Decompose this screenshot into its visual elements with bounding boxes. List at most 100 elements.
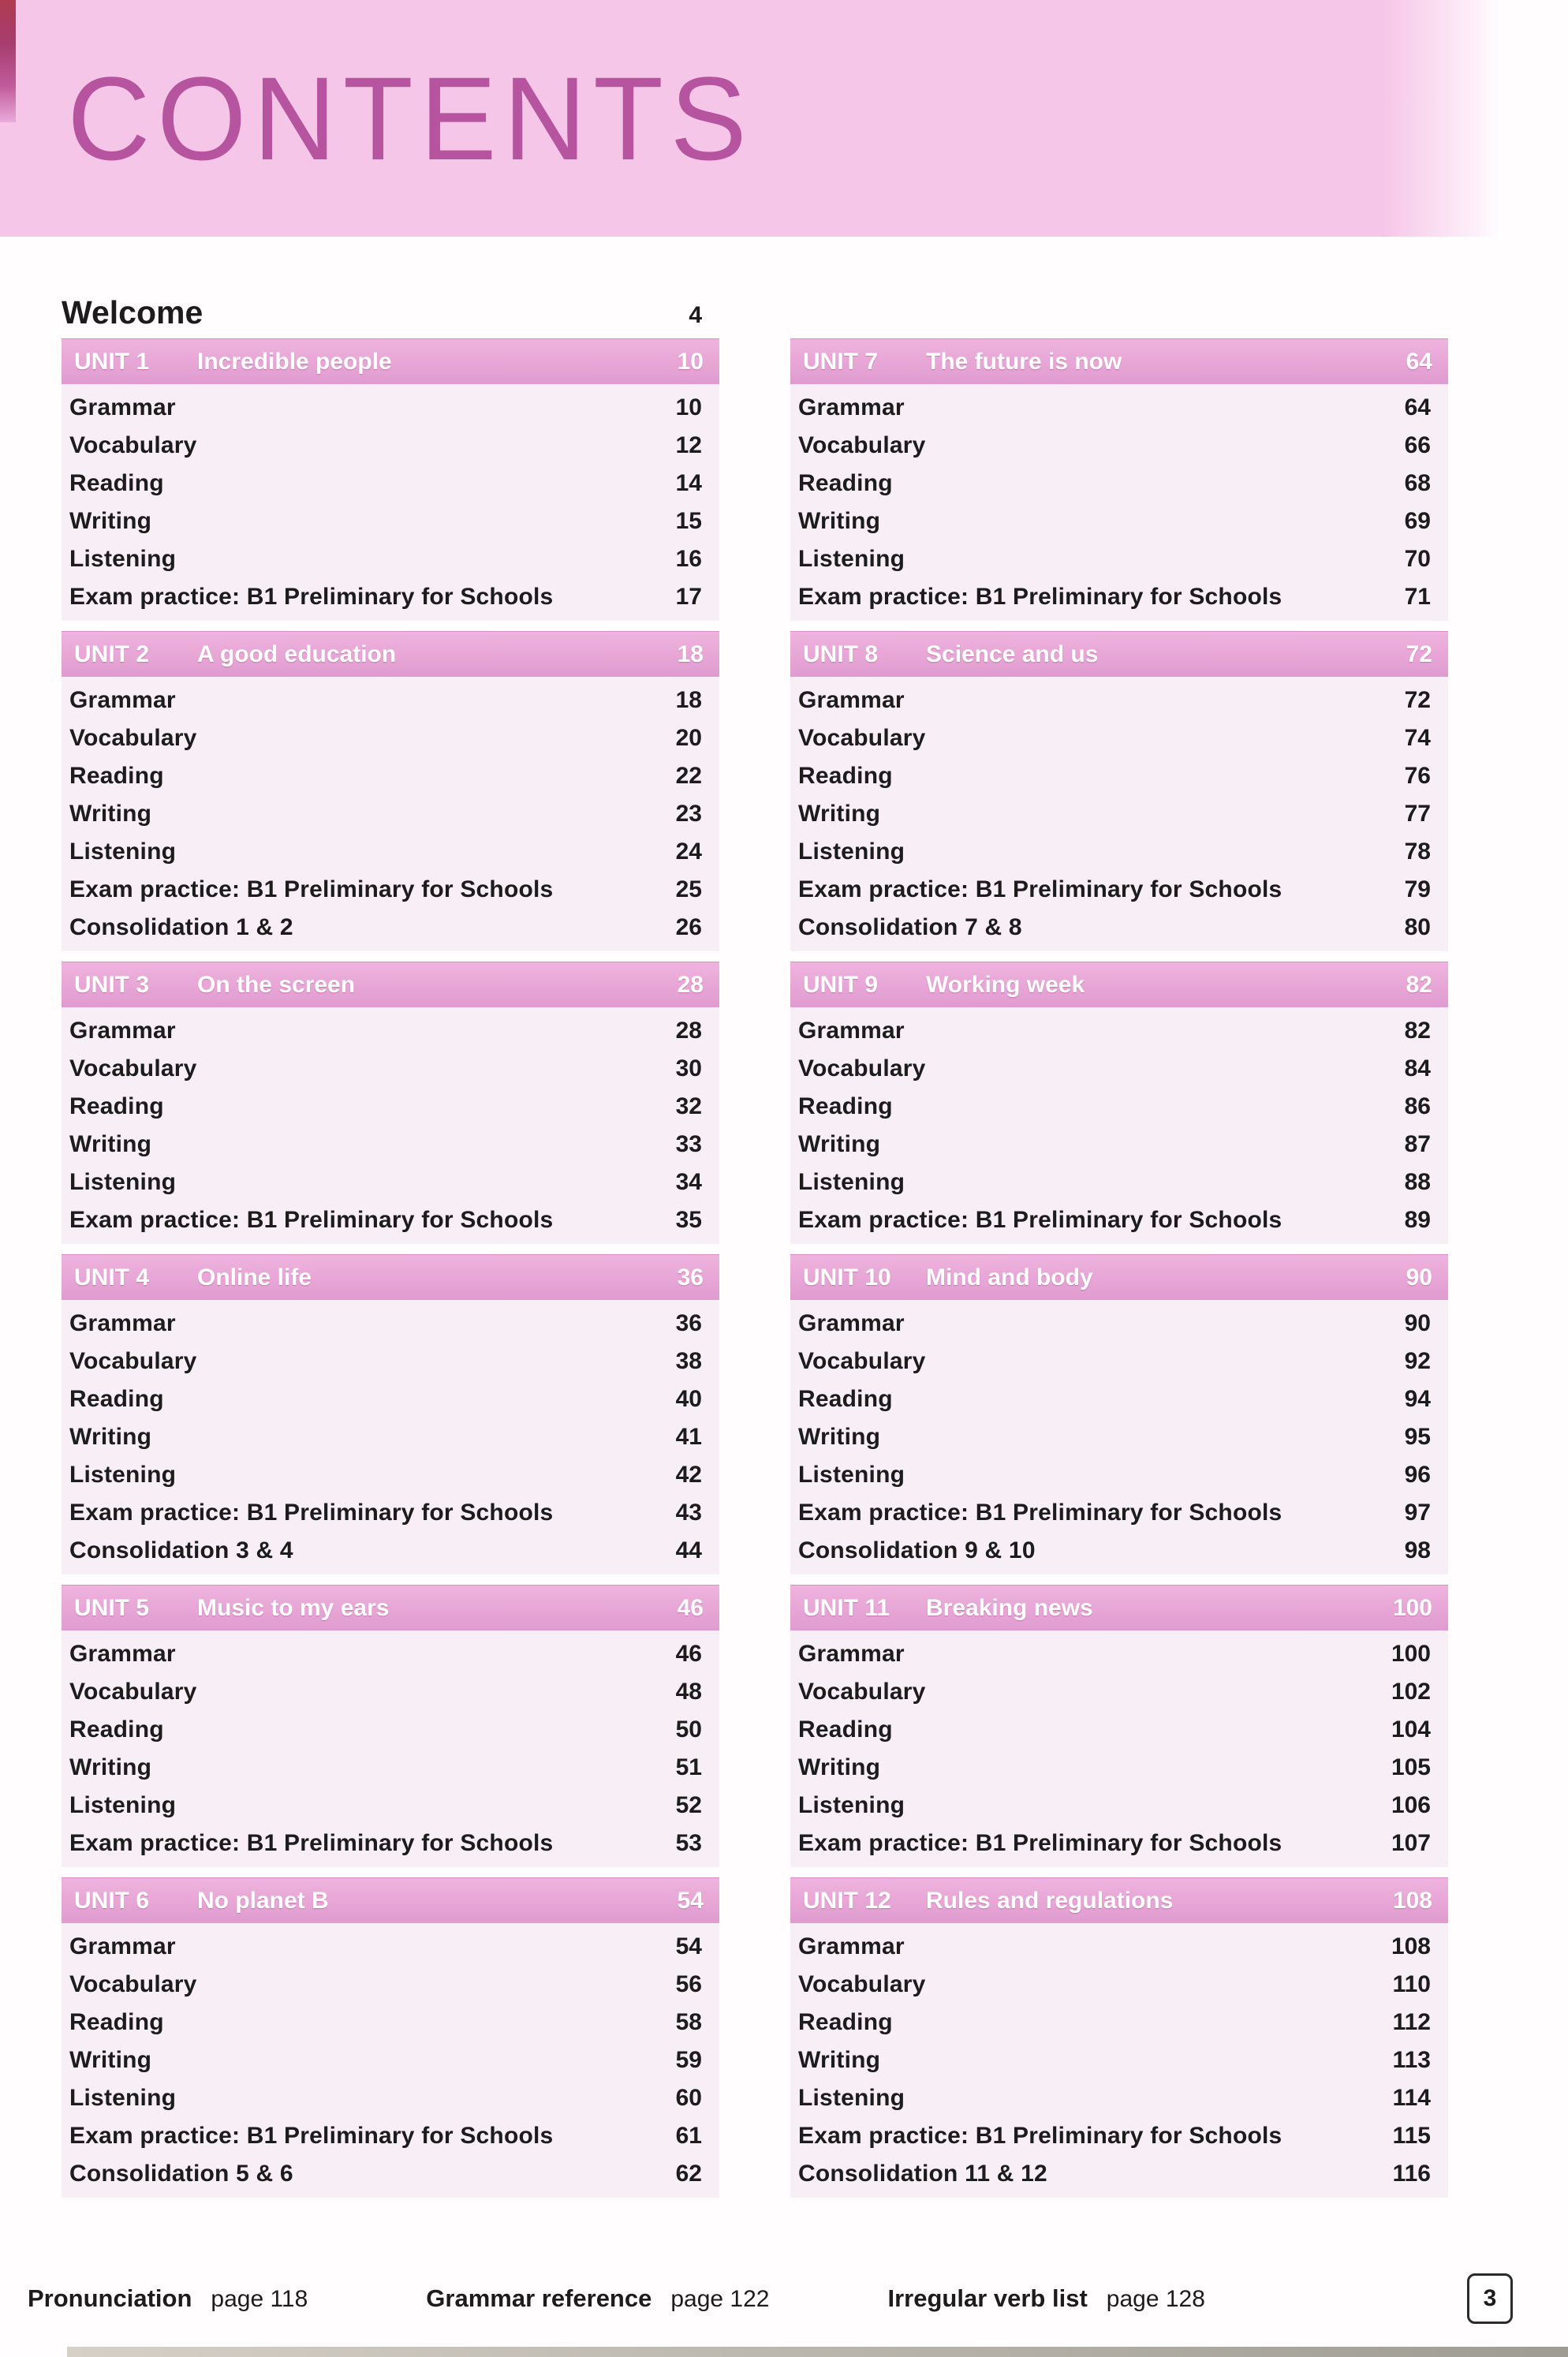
toc-row-label: Vocabulary	[69, 1679, 197, 1705]
unit-section: UNIT 11 Breaking news 100 Grammar 100 Vo…	[790, 1586, 1448, 1867]
toc-row-page: 16	[675, 546, 702, 572]
toc-row-label: Listening	[69, 546, 177, 572]
unit-header: UNIT 11 Breaking news 100	[790, 1586, 1448, 1630]
toc-row-label: Writing	[69, 801, 152, 827]
unit-title: The future is now	[926, 348, 1122, 375]
toc-row-page: 41	[675, 1424, 702, 1450]
toc-row-page: 114	[1392, 2085, 1431, 2111]
toc-row-label: Writing	[69, 1131, 152, 1157]
toc-row-page: 74	[1404, 725, 1431, 751]
toc-row-page: 72	[1404, 687, 1431, 713]
unit-header: UNIT 1 Incredible people 10	[62, 339, 719, 384]
toc-row-page: 97	[1404, 1500, 1431, 1526]
toc-row: Reading 58	[62, 2004, 719, 2041]
unit-number: UNIT 2	[74, 641, 150, 667]
unit-header: UNIT 9 Working week 82	[790, 962, 1448, 1007]
toc-row: Writing 15	[62, 502, 719, 540]
toc-row: Grammar 46	[62, 1635, 719, 1673]
unit-page-number: 10	[677, 348, 704, 375]
toc-row-page: 95	[1404, 1424, 1431, 1450]
toc-row-page: 78	[1404, 839, 1431, 865]
toc-row-label: Reading	[798, 763, 893, 789]
toc-row-page: 106	[1391, 1792, 1431, 1818]
toc-row: Listening 42	[62, 1456, 719, 1494]
page-number: 3	[1483, 2285, 1497, 2311]
toc-row: Listening 16	[62, 540, 719, 578]
toc-row-label: Exam practice: B1 Preliminary for School…	[69, 1500, 554, 1526]
toc-row-label: Listening	[798, 546, 905, 572]
unit-title: Working week	[926, 971, 1085, 998]
toc-row-page: 24	[675, 839, 702, 865]
toc-row-label: Consolidation 3 & 4	[69, 1537, 293, 1563]
unit-number: UNIT 9	[803, 971, 879, 998]
toc-row: Writing 23	[62, 795, 719, 833]
toc-row-page: 51	[675, 1754, 702, 1780]
toc-row-label: Writing	[798, 508, 881, 534]
toc-row: Grammar 72	[790, 682, 1448, 719]
toc-row-label: Exam practice: B1 Preliminary for School…	[798, 1500, 1282, 1526]
toc-row-page: 35	[675, 1207, 702, 1233]
toc-row: Writing 59	[62, 2041, 719, 2079]
toc-row-label: Listening	[798, 2085, 905, 2111]
toc-row: Grammar 28	[62, 1012, 719, 1050]
unit-number: UNIT 8	[803, 641, 879, 667]
toc-row-label: Grammar	[798, 687, 905, 713]
toc-row: Listening 88	[790, 1164, 1448, 1201]
unit-section: UNIT 5 Music to my ears 46 Grammar 46 Vo…	[62, 1586, 719, 1867]
unit-rows: Grammar 54 Vocabulary 56 Reading 58 Writ…	[62, 1923, 719, 2198]
book-spine-mark	[0, 0, 16, 122]
toc-row-page: 14	[675, 470, 702, 496]
toc-row: Writing 69	[790, 502, 1448, 540]
toc-row-label: Writing	[798, 1754, 881, 1780]
unit-rows: Grammar 72 Vocabulary 74 Reading 76 Writ…	[790, 677, 1448, 951]
toc-row-page: 44	[675, 1537, 702, 1563]
toc-row-label: Consolidation 9 & 10	[798, 1537, 1036, 1563]
toc-row: Reading 112	[790, 2004, 1448, 2041]
unit-page-number: 18	[677, 641, 704, 667]
toc-row-label: Consolidation 11 & 12	[798, 2161, 1047, 2187]
toc-row-label: Grammar	[69, 1933, 176, 1959]
toc-row: Consolidation 5 & 6 62	[62, 2155, 719, 2193]
toc-row-label: Listening	[69, 2085, 177, 2111]
footer-ref-page: page 118	[211, 2286, 308, 2312]
toc-row-page: 38	[675, 1348, 702, 1374]
toc-row-page: 10	[675, 394, 702, 420]
unit-header: UNIT 12 Rules and regulations 108	[790, 1878, 1448, 1923]
unit-title: On the screen	[197, 971, 356, 998]
unit-number: UNIT 7	[803, 348, 879, 375]
unit-rows: Grammar 108 Vocabulary 110 Reading 112 W…	[790, 1923, 1448, 2198]
toc-row: Vocabulary 92	[790, 1343, 1448, 1380]
toc-row-page: 77	[1404, 801, 1431, 827]
toc-row-page: 54	[675, 1933, 702, 1959]
welcome-page-number: 4	[689, 302, 702, 328]
toc-row-label: Consolidation 5 & 6	[69, 2161, 293, 2187]
unit-page-number: 64	[1406, 348, 1432, 375]
toc-row-page: 58	[675, 2009, 702, 2035]
toc-row-label: Listening	[798, 839, 905, 865]
toc-row-page: 42	[675, 1462, 702, 1488]
unit-page-number: 82	[1406, 971, 1432, 998]
toc-row: Grammar 64	[790, 389, 1448, 427]
unit-section: UNIT 6 No planet B 54 Grammar 54 Vocabul…	[62, 1878, 719, 2198]
toc-row-label: Vocabulary	[798, 1679, 926, 1705]
toc-row: Writing 41	[62, 1418, 719, 1456]
toc-row-page: 88	[1404, 1169, 1431, 1195]
toc-row-page: 94	[1404, 1386, 1431, 1412]
toc-row-page: 15	[675, 508, 702, 534]
toc-row-page: 12	[675, 432, 702, 458]
footer-reference: Pronunciation page 118	[28, 2284, 308, 2313]
toc-row-page: 70	[1404, 546, 1431, 572]
toc-row: Grammar 100	[790, 1635, 1448, 1673]
unit-section: UNIT 8 Science and us 72 Grammar 72 Voca…	[790, 632, 1448, 951]
toc-row-label: Grammar	[798, 1310, 905, 1336]
toc-row-label: Writing	[69, 2047, 152, 2073]
toc-row-page: 61	[675, 2123, 702, 2149]
toc-row-label: Grammar	[798, 1018, 905, 1044]
toc-row: Exam practice: B1 Preliminary for School…	[62, 578, 719, 616]
toc-row-page: 112	[1392, 2009, 1431, 2035]
toc-row: Listening 52	[62, 1787, 719, 1825]
toc-row: Vocabulary 110	[790, 1966, 1448, 2004]
right-column: UNIT 7 The future is now 64 Grammar 64 V…	[790, 339, 1448, 2209]
toc-row-page: 17	[675, 584, 702, 610]
